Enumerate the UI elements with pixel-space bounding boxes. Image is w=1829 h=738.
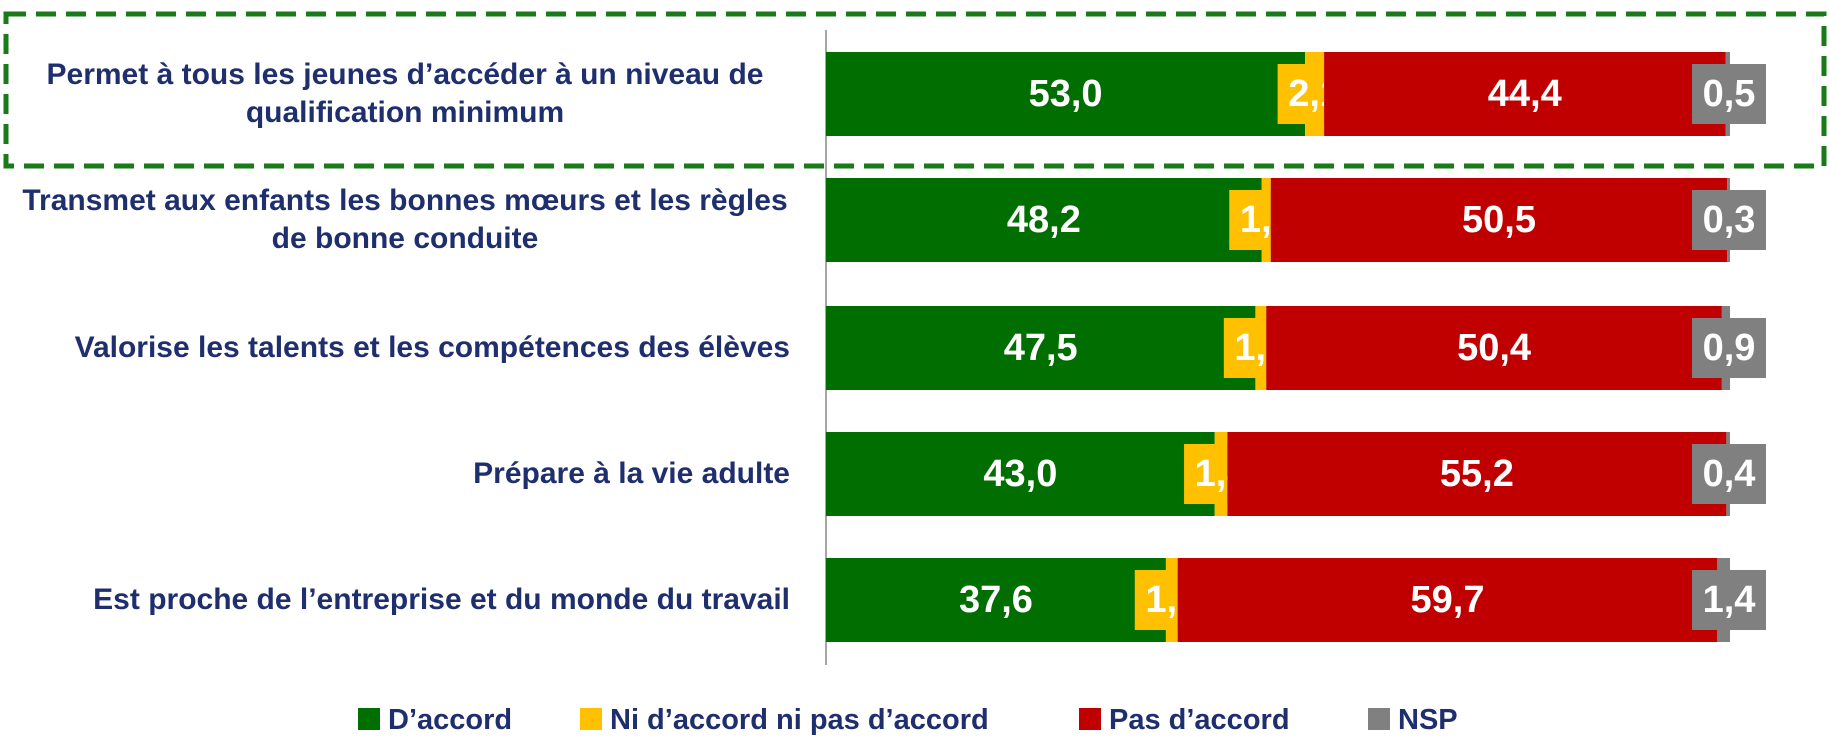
category-label: Prépare à la vie adulte [10,455,790,493]
category-label: Permet à tous les jeunes d’accéder à un … [10,56,790,132]
legend-swatch [358,708,380,730]
value-label: 55,2 [1440,453,1514,495]
category-label: Est proche de l’entreprise et du monde d… [10,581,790,619]
bar-segment [1227,432,1727,516]
label-box [1692,318,1766,378]
legend-swatch [580,708,602,730]
legend-swatch [1079,708,1101,730]
value-label: 48,2 [1007,199,1081,241]
category-text: Prépare à la vie adulte [473,457,790,490]
category-label: Valorise les talents et les compétences … [10,329,790,367]
value-label: 0,3 [1703,199,1756,241]
category-text: Valorise les talents et les compétences … [74,331,790,364]
category-text: Permet à tous les jeunes d’accéder à un … [46,58,764,129]
value-label: 0,9 [1703,327,1756,369]
value-label: 59,7 [1411,579,1485,621]
value-label: 1,4 [1703,579,1756,621]
category-label: Transmet aux enfants les bonnes mœurs et… [10,182,790,258]
value-label: 37,6 [959,579,1033,621]
bar-segment [1177,558,1718,642]
value-label: 53,0 [1029,73,1103,115]
bar-segment [826,178,1262,262]
legend-label: NSP [1398,704,1458,736]
label-box [1692,444,1766,504]
bar-segment [826,558,1166,642]
value-label: 43,0 [983,453,1057,495]
value-label: 47,5 [1004,327,1078,369]
label-box [1692,64,1766,124]
category-text: Transmet aux enfants les bonnes mœurs et… [22,184,788,255]
bar-segment [1266,306,1722,390]
label-box [1692,570,1766,630]
value-label: 44,4 [1488,73,1562,115]
legend-label: Pas d’accord [1109,704,1290,736]
bar-segment [826,306,1256,390]
label-box [1692,190,1766,250]
bar-segment [1324,52,1726,136]
bar-segment [826,52,1306,136]
highlight-box [3,11,1827,169]
value-label: 50,4 [1457,327,1531,369]
value-label: 0,5 [1703,73,1756,115]
value-label: 50,5 [1462,199,1536,241]
bar-segment [826,432,1215,516]
legend-swatch [1368,708,1390,730]
category-text: Est proche de l’entreprise et du monde d… [93,583,790,616]
legend-label: D’accord [388,704,512,736]
value-label: 0,4 [1703,453,1756,495]
bar-segment [1270,178,1728,262]
legend-label: Ni d’accord ni pas d’accord [610,704,989,736]
